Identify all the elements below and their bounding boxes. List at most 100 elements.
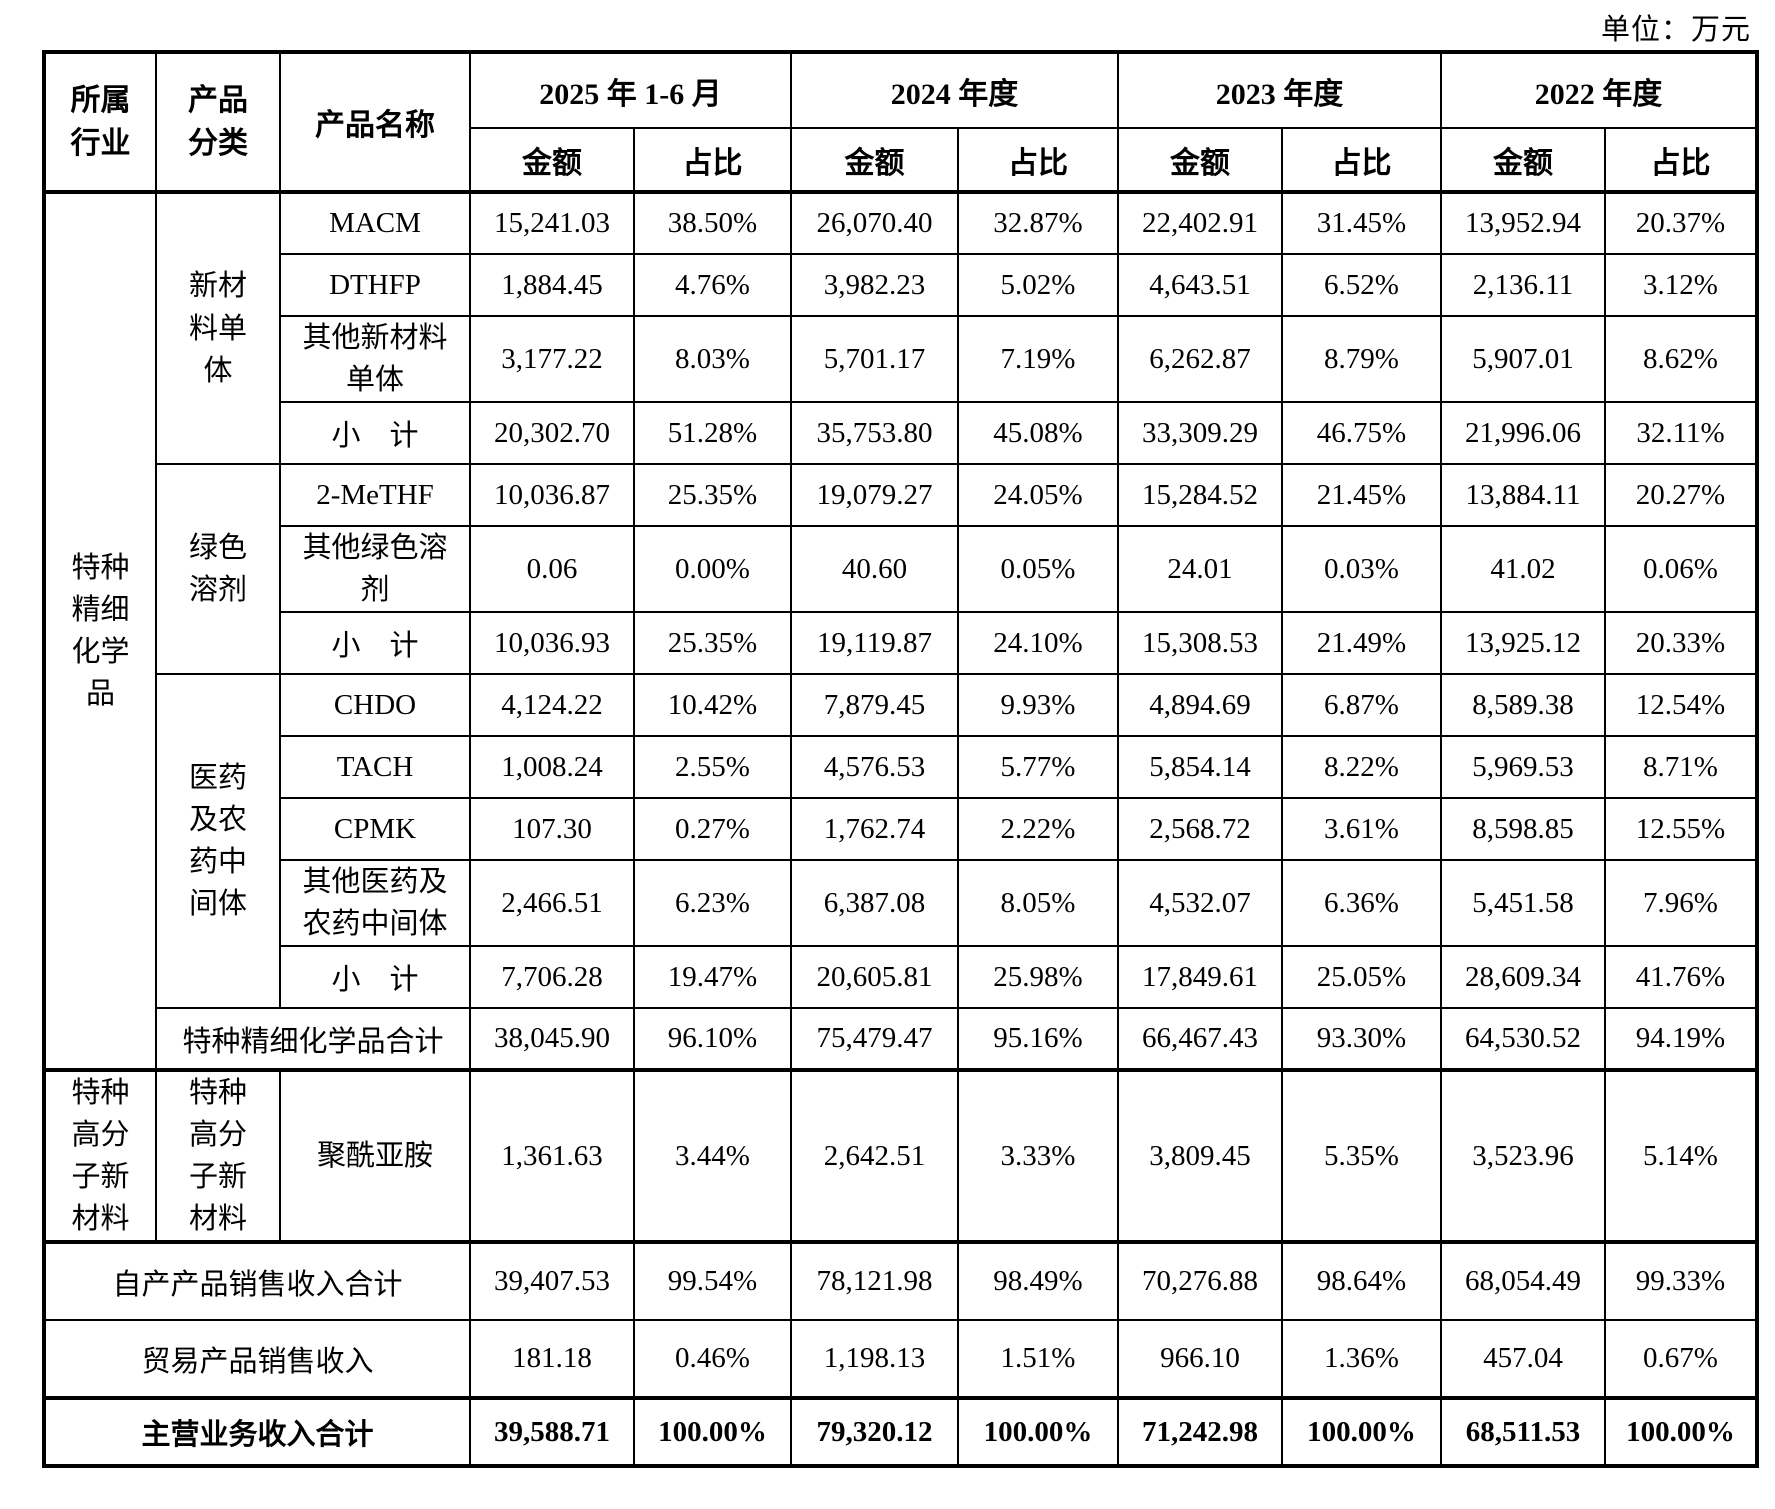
amount-cell: 35,753.80 (790, 401, 959, 466)
row-cpmk: CPMK 107.30 0.27% 1,762.74 2.22% 2,568.7… (44, 797, 1758, 862)
ratio-cell: 25.05% (1281, 945, 1442, 1010)
ratio-cell: 51.28% (633, 401, 792, 466)
ratio-cell: 8.22% (1281, 735, 1442, 800)
table-header: 所属 行业 产品 分类 产品名称 2025 年 1-6 月 2024 年度 20… (43, 51, 1758, 193)
ratio-cell: 3.33% (957, 1068, 1119, 1244)
amount-cell: 70,276.88 (1117, 1240, 1283, 1322)
ratio-cell: 5.77% (957, 735, 1119, 800)
amount-cell: 13,952.94 (1440, 191, 1606, 255)
amount-cell: 19,119.87 (790, 611, 959, 676)
ratio-cell: 0.06% (1604, 525, 1758, 614)
ratio-cell: 93.30% (1281, 1007, 1442, 1072)
row-trading-revenue: 贸易产品销售收入 181.18 0.46% 1,198.13 1.51% 966… (43, 1319, 1758, 1400)
ratio-cell: 1.36% (1281, 1319, 1442, 1400)
product-cell: 其他医药及 农药中间体 (279, 859, 471, 948)
category-cell: 新材 料单 体 (155, 190, 281, 466)
amount-cell: 79,320.12 (790, 1396, 959, 1468)
header-period-2022: 2022 年度 (1440, 51, 1758, 129)
amount-cell: 5,701.17 (790, 314, 959, 404)
header-period-2024: 2024 年度 (790, 51, 1119, 129)
ratio-cell: 5.02% (957, 253, 1119, 317)
ratio-cell: 3.61% (1281, 797, 1442, 862)
amount-cell: 20,302.70 (469, 401, 635, 466)
row-other-solvents: 其他绿色溶 剂 0.06 0.00% 40.60 0.05% 24.01 0.0… (44, 525, 1758, 614)
product-cell: 2-MeTHF (279, 463, 471, 528)
amount-cell: 68,054.49 (1440, 1240, 1606, 1322)
grand-total-label: 主营业务收入合计 (43, 1396, 471, 1468)
ratio-cell: 21.49% (1281, 611, 1442, 676)
ratio-cell: 5.14% (1604, 1068, 1758, 1244)
amount-cell: 4,643.51 (1117, 253, 1283, 317)
ratio-cell: 19.47% (633, 945, 792, 1010)
ratio-cell: 41.76% (1604, 945, 1758, 1010)
table-body: 特种 精细 化学 品 新材 料单 体 MACM 15,241.03 38.50%… (43, 190, 1758, 1468)
ratio-cell: 20.37% (1604, 191, 1758, 255)
ratio-cell: 3.12% (1604, 253, 1758, 317)
ratio-cell: 99.54% (633, 1240, 792, 1322)
amount-cell: 75,479.47 (790, 1007, 959, 1072)
ratio-cell: 96.10% (633, 1007, 792, 1072)
amount-cell: 5,969.53 (1440, 735, 1606, 800)
header-amount: 金额 (1117, 127, 1283, 193)
amount-cell: 33,309.29 (1117, 401, 1283, 466)
amount-cell: 2,642.51 (790, 1068, 959, 1244)
amount-cell: 2,568.72 (1117, 797, 1283, 862)
row-total-label: 自产产品销售收入合计 (43, 1240, 471, 1322)
ratio-cell: 24.05% (957, 463, 1119, 528)
product-cell: TACH (279, 735, 471, 800)
ratio-cell: 32.11% (1604, 401, 1758, 466)
ratio-cell: 0.00% (633, 525, 792, 614)
ratio-cell: 6.87% (1281, 673, 1442, 738)
amount-cell: 28,609.34 (1440, 945, 1606, 1010)
ratio-cell: 20.27% (1604, 463, 1758, 528)
header-amount: 金额 (790, 127, 959, 193)
header-ratio: 占比 (1281, 127, 1442, 193)
amount-cell: 26,070.40 (790, 191, 959, 255)
ratio-cell: 0.05% (957, 525, 1119, 614)
amount-cell: 1,008.24 (469, 735, 635, 800)
ratio-cell: 8.03% (633, 314, 792, 404)
ratio-cell: 46.75% (1281, 401, 1442, 466)
amount-cell: 0.06 (469, 525, 635, 614)
row-solvent-subtotal: 小 计 10,036.93 25.35% 19,119.87 24.10% 15… (44, 611, 1758, 676)
amount-cell: 1,361.63 (469, 1068, 635, 1244)
ratio-cell: 24.10% (957, 611, 1119, 676)
amount-cell: 107.30 (469, 797, 635, 862)
row-intermediate-subtotal: 小 计 7,706.28 19.47% 20,605.81 25.98% 17,… (44, 945, 1758, 1010)
ratio-cell: 0.46% (633, 1319, 792, 1400)
row-polyimide: 特种 高分 子新 材料 特种 高分 子新 材料 聚酰亚胺 1,361.63 3.… (43, 1068, 1758, 1244)
ratio-cell: 100.00% (633, 1396, 792, 1468)
amount-cell: 8,598.85 (1440, 797, 1606, 862)
amount-cell: 17,849.61 (1117, 945, 1283, 1010)
ratio-cell: 12.55% (1604, 797, 1758, 862)
product-cell: 其他绿色溶 剂 (279, 525, 471, 614)
amount-cell: 13,884.11 (1440, 463, 1606, 528)
ratio-cell: 0.03% (1281, 525, 1442, 614)
ratio-cell: 12.54% (1604, 673, 1758, 738)
amount-cell: 7,879.45 (790, 673, 959, 738)
header-amount: 金额 (469, 127, 635, 193)
amount-cell: 2,136.11 (1440, 253, 1606, 317)
row-tach: TACH 1,008.24 2.55% 4,576.53 5.77% 5,854… (44, 735, 1758, 800)
ratio-cell: 100.00% (1604, 1396, 1758, 1468)
ratio-cell: 20.33% (1604, 611, 1758, 676)
amount-cell: 4,532.07 (1117, 859, 1283, 948)
amount-cell: 10,036.93 (469, 611, 635, 676)
amount-cell: 38,045.90 (469, 1007, 635, 1072)
ratio-cell: 38.50% (633, 191, 792, 255)
amount-cell: 71,242.98 (1117, 1396, 1283, 1468)
ratio-cell: 2.22% (957, 797, 1119, 862)
revenue-table: 所属 行业 产品 分类 产品名称 2025 年 1-6 月 2024 年度 20… (42, 50, 1759, 1469)
ratio-cell: 98.49% (957, 1240, 1119, 1322)
amount-cell: 22,402.91 (1117, 191, 1283, 255)
row-macm: 特种 精细 化学 品 新材 料单 体 MACM 15,241.03 38.50%… (43, 190, 1758, 1072)
ratio-cell: 99.33% (1604, 1240, 1758, 1322)
amount-cell: 3,982.23 (790, 253, 959, 317)
amount-cell: 78,121.98 (790, 1240, 959, 1322)
category-cell: 医药 及农 药中 间体 (155, 673, 281, 1010)
ratio-cell: 31.45% (1281, 191, 1442, 255)
ratio-cell: 25.98% (957, 945, 1119, 1010)
ratio-cell: 7.19% (957, 314, 1119, 404)
amount-cell: 5,854.14 (1117, 735, 1283, 800)
row-chdo: 医药 及农 药中 间体 CHDO 4,124.22 10.42% 7,879.4… (44, 673, 1758, 1010)
